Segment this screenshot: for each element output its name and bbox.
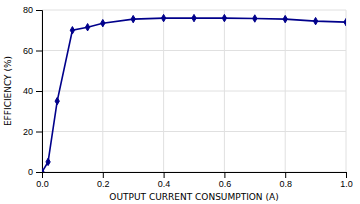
point bbox=[131, 15, 135, 22]
point bbox=[46, 158, 50, 165]
tick-mark bbox=[164, 172, 165, 178]
y-axis: 0 20 40 60 80 bbox=[23, 5, 43, 177]
tick-mark bbox=[36, 172, 42, 173]
tick-label: 0.0 bbox=[36, 179, 49, 189]
tick-mark bbox=[36, 51, 42, 52]
grid-line bbox=[42, 50, 346, 51]
y-axis-title: EFFICIENCY (%) bbox=[3, 56, 13, 126]
tick: 0.2 bbox=[97, 172, 110, 189]
grid bbox=[42, 10, 346, 172]
line bbox=[42, 18, 346, 172]
tick: 0.6 bbox=[219, 172, 232, 189]
tick-mark bbox=[285, 172, 286, 178]
tick-label: 0.2 bbox=[97, 179, 110, 189]
point bbox=[42, 168, 44, 172]
tick: 80 bbox=[23, 5, 42, 15]
point bbox=[85, 23, 89, 30]
point bbox=[161, 14, 165, 21]
tick: 60 bbox=[23, 46, 42, 56]
point bbox=[101, 19, 105, 26]
tick-mark bbox=[103, 172, 104, 178]
point bbox=[344, 18, 346, 25]
tick-mark bbox=[36, 10, 42, 11]
tick: 0.4 bbox=[158, 172, 171, 189]
tick-label: 0 bbox=[28, 167, 33, 177]
tick: 0 bbox=[28, 167, 42, 177]
x-axis: 0.0 0.2 0.4 0.6 0.8 1.0 bbox=[36, 172, 353, 189]
tick-label: 40 bbox=[23, 86, 33, 96]
tick-mark bbox=[36, 91, 42, 92]
axis-line bbox=[36, 11, 43, 173]
grid-line bbox=[42, 91, 346, 92]
point bbox=[283, 15, 287, 22]
point bbox=[313, 17, 317, 24]
tick-label: 60 bbox=[23, 46, 33, 56]
tick-mark bbox=[346, 172, 347, 178]
tick-label: 0.4 bbox=[158, 179, 171, 189]
x-axis-title: OUTPUT CURRENT CONSUMPTION (A) bbox=[109, 192, 278, 202]
chart: 0.0 0.2 0.4 0.6 0.8 1.0 0 20 40 60 80 OUTPUT CURREN… bbox=[0, 0, 360, 204]
tick-mark bbox=[224, 172, 225, 178]
axis-line bbox=[43, 173, 347, 179]
tick: 1.0 bbox=[340, 172, 353, 189]
tick-label: 20 bbox=[23, 127, 33, 137]
tick-label: 80 bbox=[23, 5, 33, 15]
tick-label: 1.0 bbox=[340, 179, 353, 189]
tick: 0.0 bbox=[36, 172, 49, 189]
tick: 0.8 bbox=[279, 172, 292, 189]
tick-label: 0.6 bbox=[219, 179, 232, 189]
point bbox=[70, 27, 74, 34]
point bbox=[192, 14, 196, 21]
point bbox=[253, 15, 257, 22]
series bbox=[42, 14, 346, 172]
tick-mark bbox=[36, 132, 42, 133]
tick-label: 0.8 bbox=[279, 179, 292, 189]
tick: 20 bbox=[23, 127, 42, 137]
plot: 0.0 0.2 0.4 0.6 0.8 1.0 0 20 40 60 80 bbox=[23, 5, 353, 189]
grid-line bbox=[42, 10, 346, 11]
grid-line bbox=[42, 131, 346, 132]
point bbox=[55, 97, 59, 104]
point bbox=[222, 14, 226, 21]
tick: 40 bbox=[23, 86, 42, 96]
